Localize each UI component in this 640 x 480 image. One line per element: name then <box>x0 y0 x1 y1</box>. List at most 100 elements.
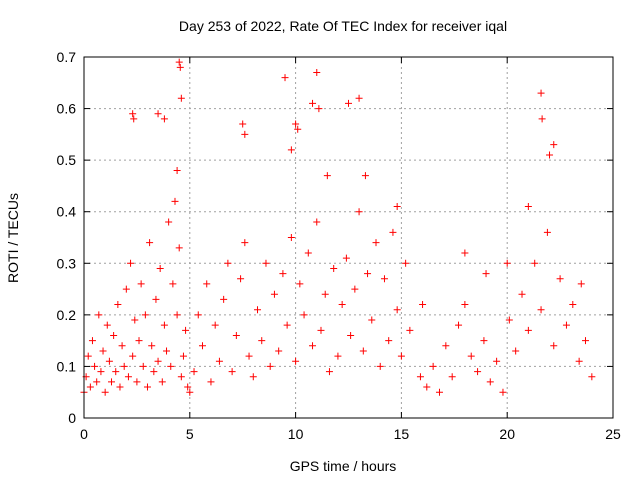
data-point <box>461 301 469 309</box>
data-point <box>160 321 168 329</box>
data-point <box>112 368 120 376</box>
data-point <box>546 151 554 159</box>
data-point <box>287 234 295 241</box>
data-point <box>184 383 192 391</box>
data-point <box>158 378 166 386</box>
data-point <box>474 368 482 376</box>
data-point <box>254 306 262 314</box>
data-point <box>194 311 202 319</box>
data-point <box>165 218 173 226</box>
y-tick-label: 0 <box>68 410 76 426</box>
data-point <box>330 264 338 272</box>
data-point <box>323 172 331 180</box>
data-point <box>154 110 162 118</box>
x-axis-label: GPS time / hours <box>290 458 397 474</box>
data-point <box>380 275 388 283</box>
data-point <box>538 115 546 123</box>
y-tick-label: 0.3 <box>57 255 77 271</box>
data-point <box>211 321 219 329</box>
data-point <box>493 357 501 365</box>
data-point <box>173 311 181 319</box>
data-point <box>368 316 376 324</box>
data-point <box>577 280 585 288</box>
data-point <box>361 172 369 180</box>
data-point <box>122 285 130 293</box>
data-point <box>173 166 181 174</box>
data-point <box>241 239 249 247</box>
data-point <box>581 337 589 345</box>
data-point <box>279 270 287 278</box>
data-point <box>315 105 323 113</box>
data-point <box>148 342 156 350</box>
x-tick-label: 20 <box>499 426 515 442</box>
data-point <box>524 203 532 211</box>
data-point <box>152 295 160 303</box>
data-point <box>130 115 138 123</box>
data-point <box>364 270 372 278</box>
data-point <box>237 275 245 283</box>
data-point <box>345 99 352 107</box>
data-point <box>287 146 295 154</box>
data-point <box>486 378 494 386</box>
data-point <box>215 357 223 365</box>
data-point <box>389 228 397 236</box>
data-point <box>177 94 185 102</box>
data-point <box>512 347 520 355</box>
data-point <box>241 130 249 138</box>
data-point <box>124 373 132 381</box>
data-point <box>143 383 151 391</box>
data-point <box>198 342 206 350</box>
data-point <box>359 347 367 355</box>
data-point <box>393 306 401 314</box>
y-tick-label: 0.1 <box>57 358 77 374</box>
data-point <box>531 259 539 267</box>
data-point <box>556 275 564 283</box>
data-point <box>435 388 443 396</box>
data-point <box>317 326 325 334</box>
data-point <box>175 244 183 252</box>
data-point <box>239 120 247 128</box>
data-point <box>342 254 350 262</box>
y-tick-label: 0.7 <box>57 49 77 65</box>
data-point <box>118 342 126 350</box>
data-point <box>393 203 401 211</box>
data-point <box>406 326 414 334</box>
data-point <box>232 331 240 339</box>
data-point <box>141 311 149 319</box>
data-point <box>101 388 109 396</box>
data-point <box>224 259 232 267</box>
data-point <box>108 378 116 386</box>
data-point <box>505 316 513 324</box>
data-point <box>296 280 304 288</box>
chart-title: Day 253 of 2022, Rate Of TEC Index for r… <box>179 18 507 34</box>
data-point <box>135 337 143 345</box>
data-point <box>537 89 545 97</box>
data-point <box>110 331 118 339</box>
data-point <box>300 311 308 319</box>
y-tick-label: 0.4 <box>57 204 77 220</box>
data-point <box>150 368 158 376</box>
data-point <box>116 383 124 391</box>
data-point <box>480 337 488 345</box>
data-point <box>146 239 154 247</box>
data-point <box>88 337 96 345</box>
data-point <box>177 373 185 381</box>
data-point <box>575 357 583 365</box>
data-point <box>97 368 105 376</box>
data-point <box>275 347 283 355</box>
data-point <box>503 259 511 267</box>
data-point <box>91 362 99 370</box>
data-point <box>175 58 183 66</box>
data-point <box>499 388 507 396</box>
data-point <box>103 321 111 329</box>
data-point <box>416 373 424 381</box>
data-point <box>482 270 490 278</box>
data-point <box>313 218 321 226</box>
data-point <box>99 347 107 355</box>
data-point <box>283 321 291 329</box>
data-point <box>309 342 317 350</box>
data-point <box>325 368 333 376</box>
data-point <box>294 125 302 133</box>
data-point <box>228 368 236 376</box>
data-point <box>550 141 558 149</box>
